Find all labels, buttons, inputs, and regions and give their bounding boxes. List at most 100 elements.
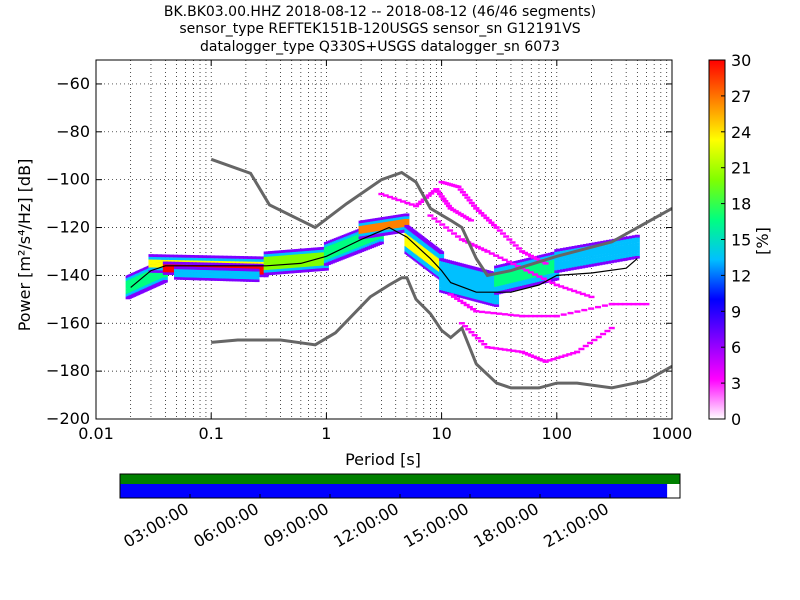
outlier-cell (454, 235, 461, 238)
outlier-cell (464, 196, 471, 199)
density-cell (191, 266, 197, 270)
density-cell (194, 272, 200, 276)
density-cell (583, 257, 589, 260)
density-cell (230, 255, 236, 259)
density-cell (577, 266, 583, 269)
outlier-cell (643, 302, 650, 306)
density-cell (631, 256, 637, 260)
density-cell (439, 251, 445, 255)
density-cell (225, 278, 231, 282)
outlier-cell (530, 256, 537, 259)
density-cell (238, 258, 244, 262)
density-cell (254, 271, 260, 275)
density-cell (243, 258, 249, 262)
density-cell (166, 269, 172, 273)
density-cell (176, 269, 182, 272)
density-cell (231, 270, 237, 274)
density-cell (179, 277, 185, 280)
density-cell (198, 262, 204, 266)
density-cell (254, 274, 260, 277)
outlier-cell (588, 295, 595, 299)
density-cell (620, 253, 626, 256)
density-cell (211, 277, 217, 281)
density-cell (585, 243, 591, 247)
outlier-cell (558, 285, 565, 288)
density-cell (214, 255, 220, 259)
density-cell (174, 271, 180, 275)
density-cell (156, 264, 162, 268)
density-cell (629, 248, 635, 252)
density-cell (174, 274, 180, 278)
density-cell (248, 276, 254, 280)
outlier-cell (408, 203, 415, 206)
density-cell (611, 259, 617, 263)
density-cell (629, 235, 635, 239)
density-cell (263, 274, 269, 278)
density-cell (194, 274, 200, 278)
outlier-cell (574, 310, 581, 313)
outlier-cell (523, 269, 530, 272)
density-cell (623, 255, 629, 259)
outlier-cell (546, 359, 553, 362)
density-cell (228, 270, 234, 274)
density-cell (197, 255, 203, 258)
outlier-cell (458, 322, 465, 325)
density-cell (256, 263, 262, 267)
density-cell (626, 249, 632, 253)
density-cell (603, 256, 609, 259)
density-cell (608, 252, 614, 256)
density-cell (554, 277, 560, 281)
density-cell (160, 259, 166, 263)
density-cell (594, 252, 600, 256)
density-cell (201, 260, 207, 264)
density-cell (565, 268, 571, 271)
y-tick-label: −80 (56, 122, 90, 141)
density-cell (226, 258, 232, 262)
density-cell (162, 272, 168, 275)
outlier-cell (468, 242, 475, 246)
density-cell (174, 268, 180, 272)
density-cell (243, 278, 249, 282)
density-cell (606, 253, 612, 256)
density-cell (560, 266, 566, 270)
density-cell (176, 266, 182, 270)
density-cell (603, 261, 609, 265)
density-cell (177, 257, 183, 261)
density-cell (626, 246, 632, 250)
density-cell (611, 244, 617, 247)
colorbar-label: [%] (753, 227, 772, 255)
y-tick-label: −200 (46, 409, 90, 428)
density-cell (565, 260, 571, 264)
outlier-cell (554, 356, 561, 360)
density-cell (248, 271, 254, 274)
outlier-cell (427, 214, 434, 217)
density-cell (255, 258, 261, 262)
density-cell (225, 270, 231, 274)
outlier-cell (462, 193, 469, 197)
density-cell (249, 263, 255, 267)
outlier-cell (484, 346, 491, 349)
outlier-cell (447, 207, 454, 210)
density-cell (170, 261, 176, 265)
density-cell (194, 269, 200, 273)
density-cell (568, 267, 574, 271)
outlier-cell (595, 305, 602, 309)
density-cell (623, 249, 629, 253)
density-cell (608, 244, 614, 248)
x-axis-label: Period [s] (345, 450, 421, 469)
density-cell (608, 260, 614, 264)
density-cell (606, 247, 612, 251)
density-cell (208, 275, 214, 279)
outlier-cell (442, 200, 449, 203)
density-cell (213, 262, 219, 266)
density-cell (199, 275, 205, 278)
outlier-cell (475, 209, 482, 212)
outlier-cell (540, 277, 547, 280)
density-cell (574, 245, 580, 249)
density-cell (189, 260, 195, 264)
density-cell (251, 258, 257, 262)
density-cell (234, 265, 240, 269)
x-tick-label: 1000 (652, 424, 693, 443)
outlier-cell (481, 343, 488, 346)
density-cell (554, 274, 560, 278)
